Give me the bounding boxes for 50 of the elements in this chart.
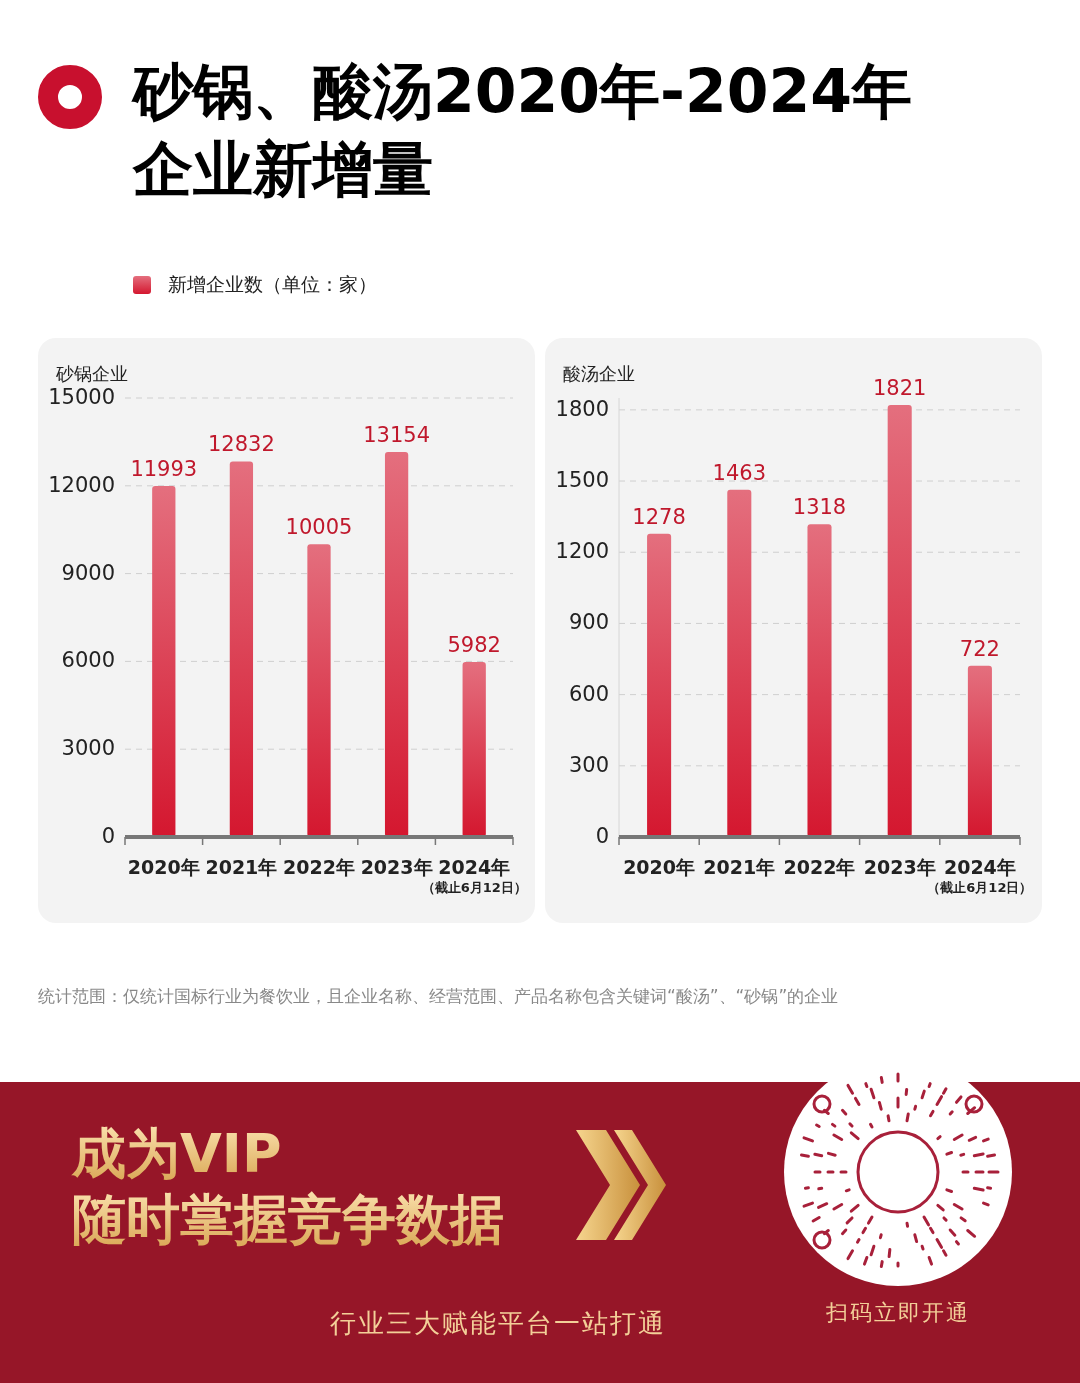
data-label: 722 [959,636,1000,661]
x-tick-label: 2021年 [703,856,776,878]
text: 统计范围：仅统计国标行业为餐饮业，且企业名称、经营范围、产品名称包含关键词“酸汤”、“砂锅”的企业 [38,986,839,1006]
bar [229,461,254,837]
data-label: 12832 [207,432,275,457]
y-tick-label: 9000 [61,560,115,585]
x-tick-label: 2024年 [438,856,511,878]
y-axis-title: 酸汤企业 [563,363,635,384]
data-label: 13154 [363,423,431,448]
bar [727,489,752,837]
y-tick-label: 15000 [48,385,115,409]
y-tick-label: 3000 [61,736,115,761]
y-tick-label: 600 [568,681,609,706]
legend-label: 新增企业数（单位：家） [168,272,377,295]
data-label: 11993 [130,457,198,481]
y-tick-label: 1800 [555,396,609,421]
bar [307,544,331,837]
data-label: 5982 [447,632,501,657]
y-tick-label: 0 [595,824,609,848]
data-label: 10005 [285,515,353,540]
bar [807,524,832,837]
x-tick-label: 2022年 [283,856,355,878]
y-tick-label: 900 [568,610,609,635]
x-tick-label: 2021年 [205,856,278,878]
bar [384,452,409,837]
y-tick-label: 0 [101,824,115,848]
text: （截止6月12日） [927,880,1033,895]
x-tick-label: 2022年 [783,856,856,878]
bar [887,404,912,837]
bar [647,533,672,837]
y-tick-label: 1500 [555,468,609,493]
y-tick-label: 300 [568,752,609,777]
x-tick-label: 2023年 [863,856,936,878]
data-label: 1463 [712,460,767,485]
data-label: 1278 [632,504,686,529]
bar [967,665,992,837]
data-label: 1821 [872,375,927,400]
bar [462,661,486,837]
x-tick-label: 2020年 [623,856,696,878]
text: （截止6月12日） [421,880,527,895]
bar [152,486,176,837]
y-axis-title: 砂锅企业 [55,363,128,384]
y-tick-label: 1200 [555,539,609,564]
x-tick-label: 2024年 [943,856,1016,878]
chart-title: 砂锅、酸汤2020年-2024年企业新增量 [131,56,912,204]
y-tick-label: 6000 [61,648,115,673]
data-label: 1318 [792,495,847,520]
y-tick-label: 12000 [48,472,115,497]
x-tick-label: 2020年 [127,856,200,878]
x-tick-label: 2023年 [360,856,433,878]
